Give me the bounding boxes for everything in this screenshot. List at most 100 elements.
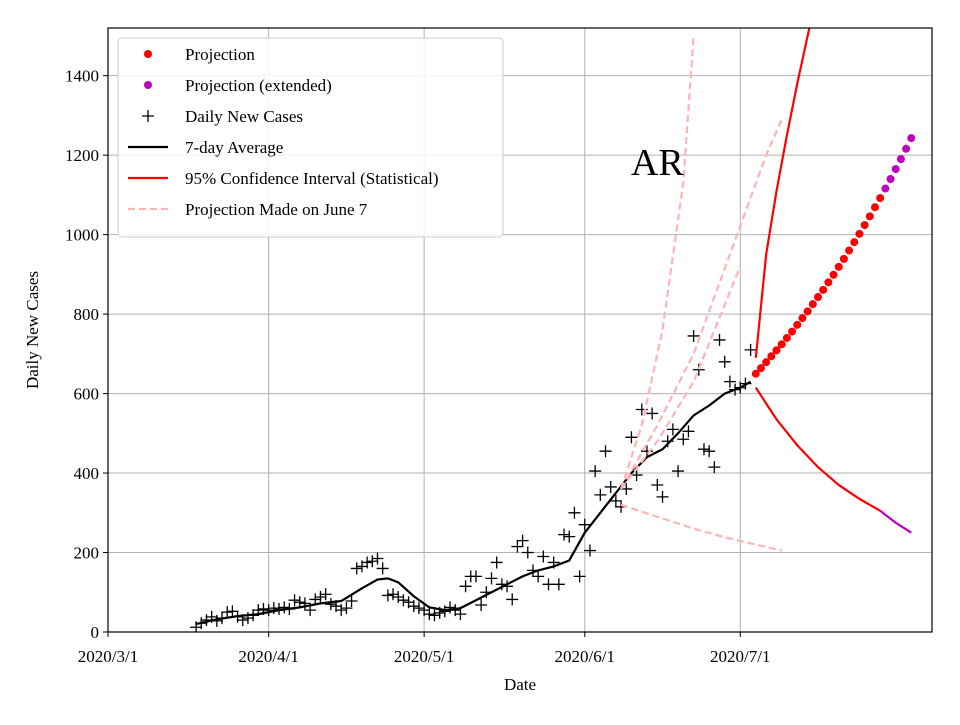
projection-dot (902, 144, 911, 153)
case-marker (475, 598, 488, 611)
case-marker (319, 588, 332, 601)
case-marker (221, 606, 234, 619)
case-marker (594, 488, 607, 501)
case-marker (366, 555, 379, 568)
projection-dot (751, 369, 760, 378)
case-marker (672, 465, 685, 478)
case-marker (490, 556, 503, 569)
projection-dot (808, 300, 817, 309)
projection-dot (798, 314, 807, 323)
case-marker (666, 423, 679, 436)
legend-marker (144, 50, 152, 58)
case-marker (387, 588, 400, 601)
projection-dot (803, 307, 812, 316)
case-marker (625, 431, 638, 444)
y-axis-label: Daily New Cases (23, 271, 42, 389)
case-marker (345, 595, 358, 608)
projection-dot (865, 212, 874, 221)
case-marker (558, 528, 571, 541)
case-marker (428, 609, 441, 622)
case-marker (314, 591, 327, 604)
case-marker (397, 594, 410, 607)
case-marker (511, 540, 524, 553)
x-tick-label: 2020/6/1 (555, 647, 615, 666)
projection-dot (839, 254, 848, 263)
legend-box (117, 37, 504, 238)
case-marker (723, 375, 736, 388)
case-marker (371, 552, 384, 565)
projection-dot (782, 333, 791, 342)
projection-dot (845, 246, 854, 255)
legend-marker (144, 81, 152, 89)
case-marker (293, 596, 306, 609)
projection-dot (772, 346, 781, 355)
case-marker (708, 461, 721, 474)
legend-label: Projection Made on June 7 (185, 200, 368, 219)
y-tick-label: 800 (74, 305, 100, 324)
case-marker (521, 546, 534, 559)
series-line (879, 509, 912, 534)
case-marker (542, 578, 555, 591)
projection-dot (886, 175, 895, 183)
legend-marker (142, 110, 154, 122)
case-marker (262, 604, 275, 617)
series-line (754, 28, 881, 512)
x-tick-label: 2020/3/1 (78, 647, 138, 666)
case-marker (516, 534, 529, 547)
projection-dot (834, 262, 843, 271)
y-tick-label: 600 (74, 385, 100, 404)
case-marker (589, 465, 602, 478)
case-marker (692, 363, 705, 376)
case-marker (713, 333, 726, 346)
projection-dot (870, 203, 879, 212)
case-marker (552, 578, 565, 591)
case-marker (444, 601, 457, 614)
x-tick-label: 2020/5/1 (394, 647, 454, 666)
case-marker (485, 572, 498, 585)
series-line (195, 380, 752, 626)
case-marker (407, 600, 420, 613)
case-marker (423, 608, 436, 621)
projection-dot (896, 155, 905, 164)
case-marker (609, 494, 622, 507)
case-marker (568, 506, 581, 519)
y-tick-label: 0 (91, 623, 100, 642)
case-marker (599, 445, 612, 458)
case-marker (677, 433, 690, 446)
legend-label: 95% Confidence Interval (Statistical) (185, 169, 439, 188)
case-marker (278, 601, 291, 614)
case-marker (718, 355, 731, 368)
case-marker (646, 407, 659, 420)
case-marker (578, 518, 591, 531)
case-marker (744, 343, 757, 356)
case-marker (288, 594, 301, 607)
case-marker (412, 602, 425, 615)
annotation: AR (631, 142, 684, 184)
projection-dot (907, 134, 916, 143)
case-marker (563, 530, 576, 543)
projection-dot (876, 194, 885, 203)
projection-dot (777, 340, 786, 349)
case-marker (340, 602, 353, 615)
case-marker (651, 478, 664, 491)
case-marker (630, 469, 643, 482)
case-marker (604, 480, 617, 493)
case-marker (469, 570, 482, 583)
case-marker (583, 544, 596, 557)
case-marker (682, 425, 695, 438)
case-marker (454, 608, 467, 621)
projection-dot (819, 285, 828, 294)
y-tick-label: 1000 (65, 226, 99, 245)
x-tick-label: 2020/7/1 (710, 647, 770, 666)
case-marker (324, 598, 337, 611)
projection-dot (829, 270, 838, 279)
projection-dot (767, 352, 776, 361)
legend-label: 7-day Average (185, 138, 283, 157)
case-marker (392, 591, 405, 604)
y-tick-label: 1400 (65, 67, 99, 86)
y-tick-label: 200 (74, 544, 100, 563)
case-marker (532, 570, 545, 583)
case-marker (376, 562, 389, 575)
projection-dot (762, 358, 771, 367)
x-tick-label: 2020/4/1 (238, 647, 298, 666)
